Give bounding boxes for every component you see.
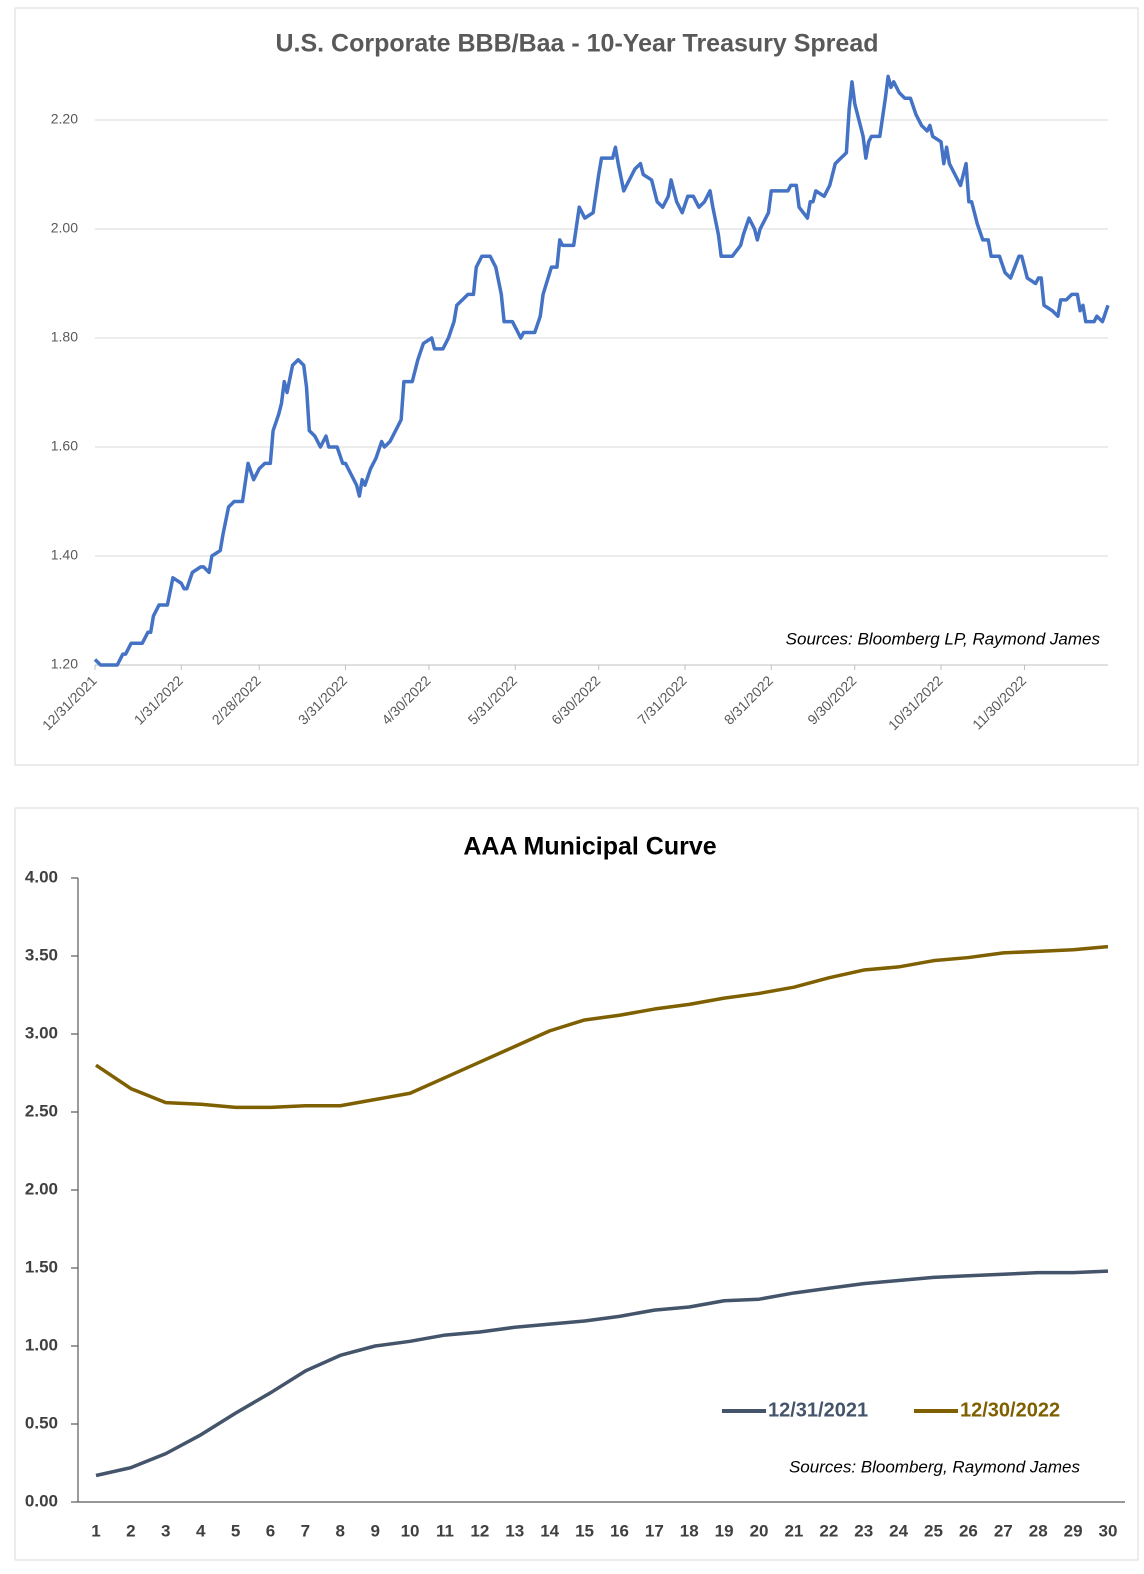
- x-tick-label: 28: [1029, 1521, 1048, 1540]
- x-tick-label: 9: [370, 1521, 379, 1540]
- line-series: [95, 1269, 1109, 1478]
- y-tick-label: 3.00: [25, 1023, 58, 1042]
- annotation: Sources: Bloomberg, Raymond James: [789, 1457, 1081, 1476]
- line-series: [93, 74, 1110, 667]
- x-tick-label: 30: [1099, 1521, 1118, 1540]
- legend-label: 12/31/2021: [768, 1399, 868, 1421]
- x-tick-label: 23: [854, 1521, 873, 1540]
- y-tick-label: 1.50: [25, 1257, 58, 1276]
- x-tick-label: 3: [161, 1521, 170, 1540]
- x-tick-label: 22: [819, 1521, 838, 1540]
- y-tick-label: 1.60: [51, 438, 78, 454]
- x-tick-label: 26: [959, 1521, 978, 1540]
- legend-item: 12/31/2021: [722, 1399, 868, 1421]
- x-tick-label: 24: [889, 1521, 908, 1540]
- legend-item: 12/30/2022: [914, 1399, 1060, 1421]
- x-tick-label: 11: [436, 1521, 454, 1540]
- y-tick-label: 1.00: [25, 1335, 58, 1354]
- x-tick-label: 13: [505, 1521, 524, 1540]
- x-tick-label: 15: [575, 1521, 594, 1540]
- x-tick-label: 4: [196, 1521, 206, 1540]
- x-tick-label: 14: [540, 1521, 559, 1540]
- panel: [14, 807, 1139, 1561]
- x-tick-label: 27: [994, 1521, 1013, 1540]
- chart-title: AAA Municipal Curve: [463, 833, 716, 861]
- y-tick-label: 1.80: [51, 329, 78, 345]
- annotation: Sources: Bloomberg LP, Raymond James: [786, 629, 1101, 648]
- y-tick-label: 2.00: [25, 1179, 58, 1198]
- y-tick-label: 2.20: [51, 111, 78, 127]
- x-tick-label: 20: [750, 1521, 769, 1540]
- x-tick-label: 21: [784, 1521, 803, 1540]
- y-tick-label: 4.00: [25, 867, 58, 886]
- x-tick-label: 5: [231, 1521, 240, 1540]
- x-tick-label: 2: [126, 1521, 135, 1540]
- x-tick-label: 25: [924, 1521, 943, 1540]
- x-tick-label: 29: [1064, 1521, 1083, 1540]
- x-tick-label: 18: [680, 1521, 699, 1540]
- y-tick-label: 0.00: [25, 1491, 58, 1510]
- x-tick-label: 10: [401, 1521, 420, 1540]
- y-tick-label: 0.50: [25, 1413, 58, 1432]
- x-tick-label: 1: [91, 1521, 100, 1540]
- panel: [14, 7, 1139, 766]
- x-tick-label: 7: [301, 1521, 310, 1540]
- y-tick-label: 1.40: [51, 547, 78, 563]
- line-series: [95, 944, 1109, 1110]
- chart-title: U.S. Corporate BBB/Baa - 10-Year Treasur…: [275, 30, 878, 58]
- x-tick-label: 16: [610, 1521, 629, 1540]
- x-tick-label: 17: [645, 1521, 664, 1540]
- x-tick-label: 19: [715, 1521, 734, 1540]
- x-tick-label: 12: [470, 1521, 489, 1540]
- legend-label: 12/30/2022: [960, 1399, 1060, 1421]
- y-tick-label: 3.50: [25, 945, 58, 964]
- y-tick-label: 2.50: [25, 1101, 58, 1120]
- y-tick-label: 2.00: [51, 220, 78, 236]
- x-tick-label: 8: [336, 1521, 345, 1540]
- x-tick-label: 6: [266, 1521, 275, 1540]
- y-tick-label: 1.20: [51, 656, 78, 672]
